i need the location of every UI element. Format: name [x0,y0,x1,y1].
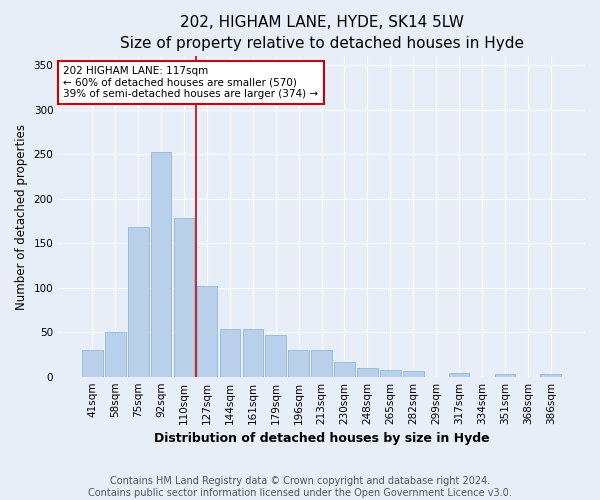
Bar [311,350,332,376]
Bar [357,368,378,376]
Bar [494,374,515,376]
Bar [541,374,561,376]
Bar [289,350,309,376]
Bar [265,335,286,376]
Bar [151,152,172,376]
Title: 202, HIGHAM LANE, HYDE, SK14 5LW
Size of property relative to detached houses in: 202, HIGHAM LANE, HYDE, SK14 5LW Size of… [119,15,524,51]
Bar [449,373,469,376]
Bar [380,370,401,376]
Bar [82,350,103,376]
Bar [128,227,149,376]
Text: Contains HM Land Registry data © Crown copyright and database right 2024.
Contai: Contains HM Land Registry data © Crown c… [88,476,512,498]
Bar [242,328,263,376]
Bar [403,372,424,376]
Bar [197,286,217,376]
Bar [174,218,194,376]
Bar [105,332,125,376]
Text: 202 HIGHAM LANE: 117sqm
← 60% of detached houses are smaller (570)
39% of semi-d: 202 HIGHAM LANE: 117sqm ← 60% of detache… [64,66,319,99]
Bar [334,362,355,376]
Bar [220,328,240,376]
X-axis label: Distribution of detached houses by size in Hyde: Distribution of detached houses by size … [154,432,490,445]
Y-axis label: Number of detached properties: Number of detached properties [15,124,28,310]
